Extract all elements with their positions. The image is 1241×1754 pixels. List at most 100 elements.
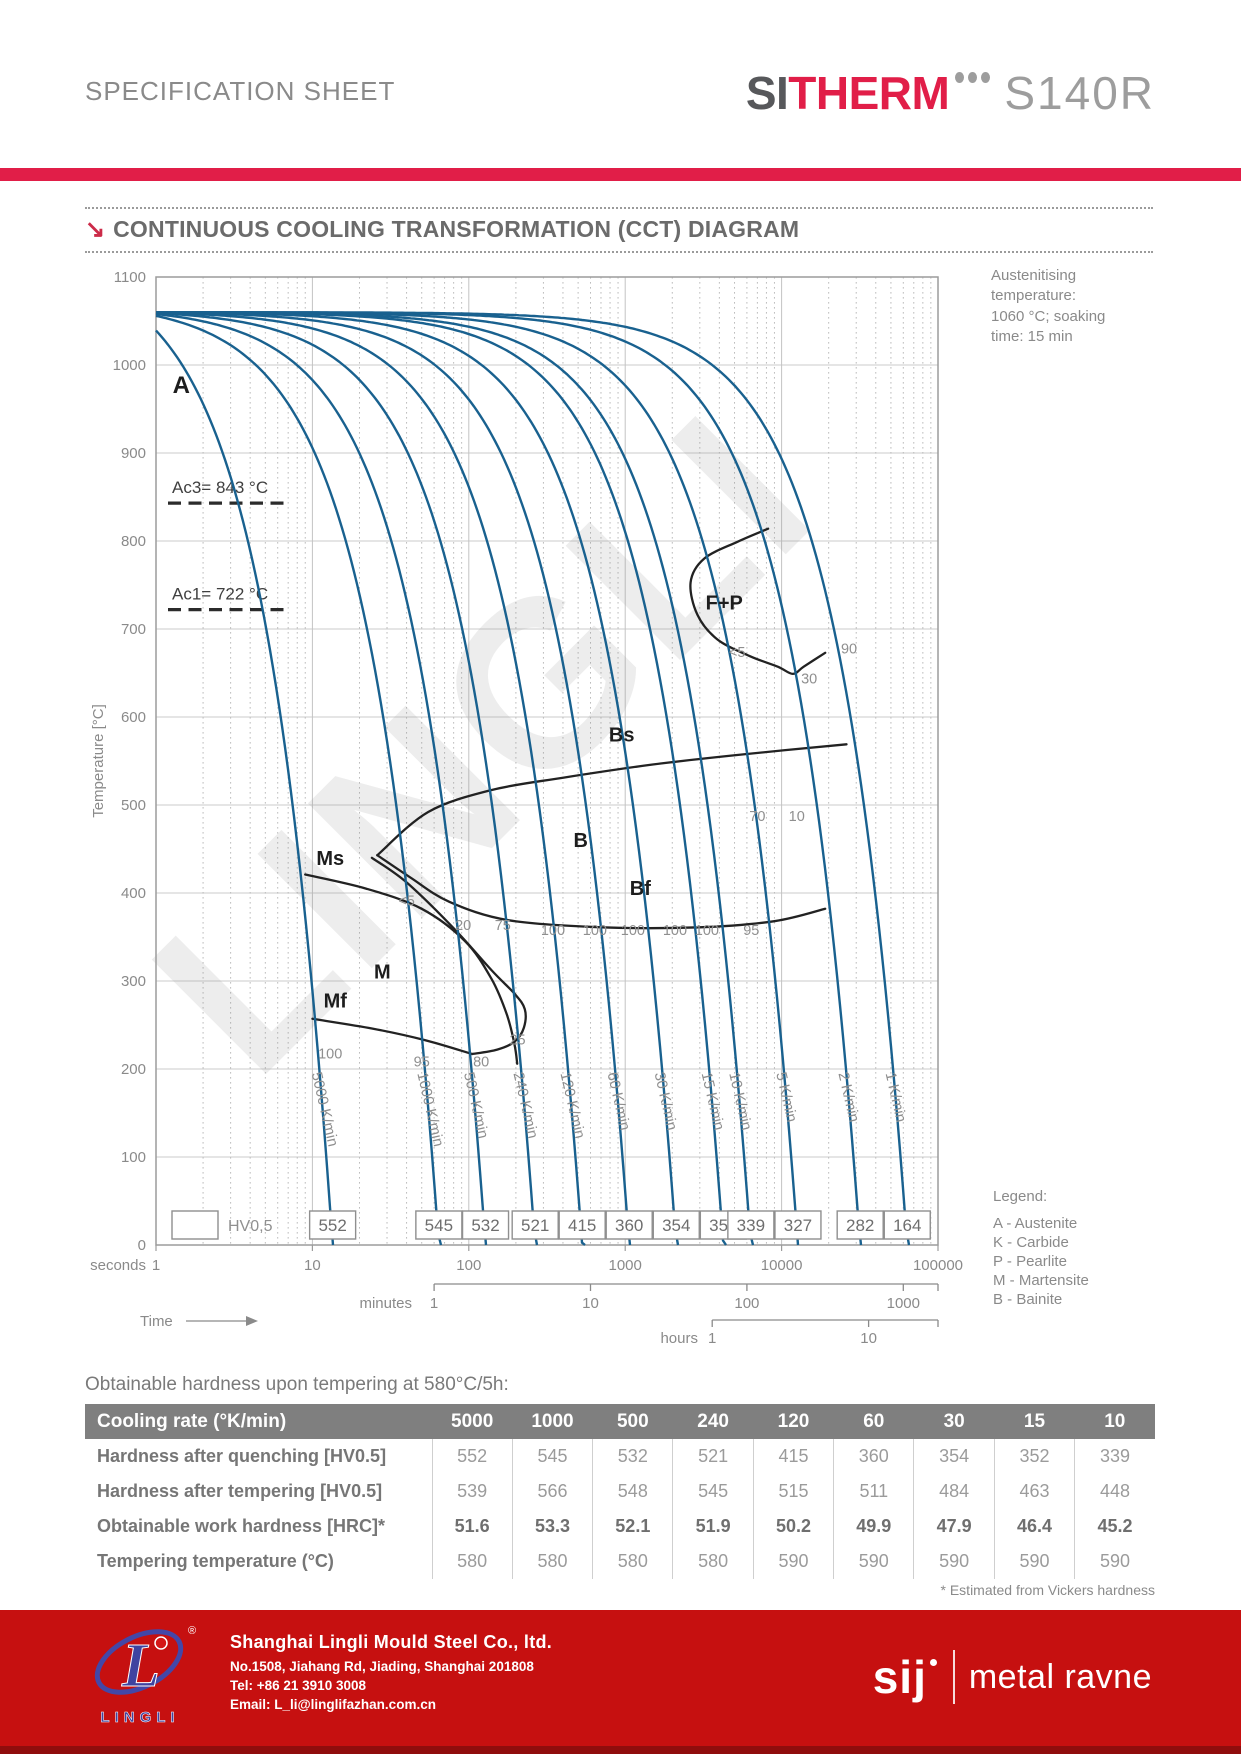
percent-label: 75 bbox=[495, 918, 511, 934]
table-cell: 590 bbox=[833, 1544, 914, 1579]
table-cell: 580 bbox=[672, 1544, 754, 1579]
legend-item: A - Austenite bbox=[993, 1215, 1078, 1232]
company-name: Shanghai Lingli Mould Steel Co., ltd. bbox=[230, 1632, 553, 1652]
hardness-box bbox=[511, 1210, 559, 1240]
minutes-tick-label: 1 bbox=[430, 1295, 438, 1312]
table-cell: 45.2 bbox=[1074, 1509, 1155, 1544]
table-cell: 360 bbox=[833, 1439, 914, 1474]
hardness-value: 360 bbox=[615, 1216, 643, 1235]
hardness-table: Cooling rate (°K/min) 5000 1000 500 240 120 60… bbox=[85, 1404, 1155, 1579]
hv-unit-label: HV0,5 bbox=[228, 1218, 273, 1235]
phase-label-Bs: Bs bbox=[609, 725, 635, 747]
percent-label: <5 bbox=[398, 893, 415, 909]
legend-item: K - Carbide bbox=[993, 1234, 1069, 1251]
hardness-box bbox=[727, 1210, 775, 1240]
table-cell: 580 bbox=[511, 1544, 593, 1579]
table-row: Obtainable work hardness [HRC]* 51.6 53.3 5… bbox=[85, 1509, 1155, 1544]
table-cell: 46.4 bbox=[993, 1509, 1075, 1544]
y-tick-label: 1100 bbox=[114, 269, 146, 286]
seconds-tick-label: 100 bbox=[456, 1257, 481, 1274]
table-cell: 590 bbox=[993, 1544, 1075, 1579]
cooling-rate-label: 60 K/min bbox=[604, 1070, 634, 1132]
minutes-axis-label: minutes bbox=[359, 1295, 412, 1312]
percent-label: <5 bbox=[729, 645, 746, 661]
phase-boundary-Mf bbox=[311, 1017, 474, 1056]
percent-label: 80 bbox=[473, 1054, 489, 1070]
dotted-divider-top bbox=[85, 207, 1153, 209]
hours-tick-label: 1 bbox=[708, 1330, 716, 1347]
hardness-value: 521 bbox=[521, 1216, 549, 1235]
minutes-tick-label: 100 bbox=[734, 1295, 759, 1312]
phase-label-F+P: F+P bbox=[706, 593, 743, 615]
cooling-curve-1 bbox=[156, 311, 911, 1246]
percent-label: 20 bbox=[455, 918, 471, 934]
legend-item: B - Bainite bbox=[993, 1291, 1063, 1308]
table-title: Obtainable hardness upon tempering at 58… bbox=[85, 1374, 509, 1395]
table-cell: 532 bbox=[592, 1439, 673, 1474]
phase-label-Ms: Ms bbox=[316, 848, 344, 870]
phase-boundary-M_loop bbox=[370, 856, 527, 1056]
percent-label: 25 bbox=[509, 1032, 525, 1048]
table-header-label: Cooling rate (°K/min) bbox=[85, 1404, 432, 1439]
product-name: S140R bbox=[1004, 67, 1155, 119]
cooling-rate-label: 240 K/min bbox=[510, 1070, 542, 1140]
cooling-rate-label: 5 K/min bbox=[772, 1070, 800, 1123]
hardness-value: 282 bbox=[846, 1216, 874, 1235]
phase-label-B: B bbox=[574, 830, 588, 852]
row-label: Obtainable work hardness [HRC]* bbox=[97, 1516, 386, 1536]
percent-label: 95 bbox=[414, 1054, 430, 1070]
table-cell: 515 bbox=[752, 1474, 834, 1509]
table-cell: 53.3 bbox=[511, 1509, 593, 1544]
section-heading: ↘ CONTINUOUS COOLING TRANSFORMATION (CCT… bbox=[85, 216, 799, 243]
hardness-box bbox=[558, 1210, 606, 1240]
y-tick-label: 400 bbox=[121, 885, 146, 902]
minutes-tick-label: 1000 bbox=[887, 1295, 920, 1312]
minutes-tick-label: 10 bbox=[582, 1295, 599, 1312]
table-cell: 484 bbox=[913, 1474, 995, 1509]
phase-label-A: A bbox=[173, 372, 190, 399]
table-cell: 552 bbox=[431, 1439, 513, 1474]
table-cell: 590 bbox=[752, 1544, 834, 1579]
table-cell: 580 bbox=[431, 1544, 513, 1579]
table-cell: 339 bbox=[1074, 1439, 1155, 1474]
hardness-value: 545 bbox=[425, 1216, 453, 1235]
percent-label: 10 bbox=[789, 809, 805, 825]
cooling-rate-label: 500 K/min bbox=[460, 1070, 492, 1140]
hours-tick-label: 10 bbox=[860, 1330, 877, 1347]
table-cell: 50.2 bbox=[752, 1509, 834, 1544]
seconds-tick-label: 100000 bbox=[913, 1257, 963, 1274]
table-header-cell: 30 bbox=[913, 1404, 995, 1439]
cooling-curve-240 bbox=[155, 311, 539, 1246]
hardness-box bbox=[883, 1210, 931, 1240]
hardness-box bbox=[652, 1210, 700, 1240]
hardness-value: 327 bbox=[784, 1216, 812, 1235]
hardness-box bbox=[461, 1210, 510, 1240]
chart-legend: Legend: A - Austenite K - Carbide P - Pear… bbox=[993, 1188, 1089, 1309]
percent-label: 100 bbox=[663, 923, 687, 939]
row-label: Tempering temperature (°C) bbox=[97, 1551, 334, 1571]
arrow-down-right-icon: ↘ bbox=[85, 215, 106, 243]
table-cell: 49.9 bbox=[833, 1509, 914, 1544]
section-title: CONTINUOUS COOLING TRANSFORMATION (CCT) … bbox=[113, 216, 800, 242]
table-cell: 52.1 bbox=[592, 1509, 673, 1544]
cooling-rate-label: 1 K/min bbox=[882, 1070, 910, 1123]
seconds-axis-label: seconds bbox=[90, 1257, 146, 1274]
hardness-box bbox=[605, 1210, 653, 1240]
percent-label: 100 bbox=[621, 923, 645, 939]
cooling-rate-label: 1000 K/min bbox=[413, 1070, 447, 1148]
table-header-cell: 10 bbox=[1074, 1404, 1155, 1439]
y-tick-label: 600 bbox=[121, 709, 146, 726]
table-cell: 352 bbox=[993, 1439, 1075, 1474]
table-header-cell: 15 bbox=[994, 1404, 1075, 1439]
seconds-tick-label: 10 bbox=[304, 1257, 321, 1274]
lingli-red-dot-icon bbox=[154, 1636, 168, 1650]
table-cell: 511 bbox=[833, 1474, 914, 1509]
table-header-cell: 120 bbox=[753, 1404, 834, 1439]
table-cell: 415 bbox=[752, 1439, 834, 1474]
y-tick-label: 500 bbox=[121, 797, 146, 814]
metal-ravne-wordmark: metal ravne bbox=[968, 1657, 1152, 1696]
company-address: No.1508, Jiahang Rd, Jiading, Shanghai 2… bbox=[230, 1659, 534, 1674]
percent-label: 95 bbox=[743, 923, 759, 939]
table-cell: 545 bbox=[511, 1439, 593, 1474]
dotted-divider-bottom bbox=[85, 251, 1153, 253]
